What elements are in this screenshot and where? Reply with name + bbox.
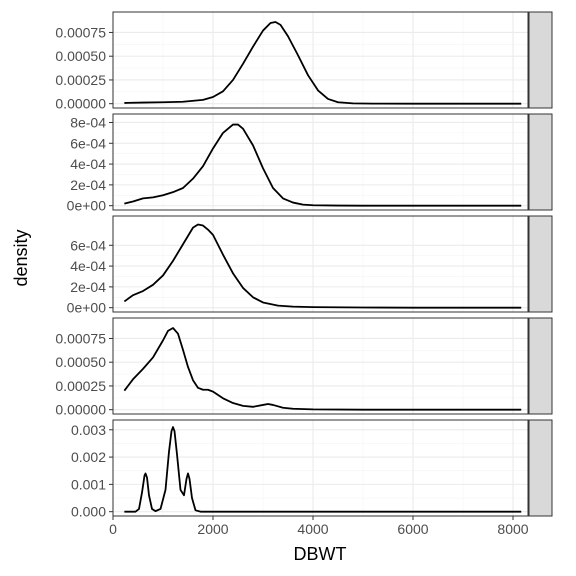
panel-border [112, 11, 529, 109]
panel-border [112, 419, 529, 517]
density-line [124, 426, 522, 513]
density-line [124, 123, 522, 207]
y-tick-label: 0.003 [71, 422, 106, 438]
y-tick-label: 0.00000 [55, 96, 106, 112]
y-tick-label: 6e-04 [70, 237, 106, 253]
y-tick-label: 2e-04 [70, 279, 106, 295]
density-line [123, 327, 522, 411]
facet-strip [528, 215, 553, 313]
facet-strip [528, 113, 553, 211]
density-line [124, 21, 522, 105]
panel-background [113, 216, 528, 312]
x-tick-label: 4000 [297, 521, 328, 537]
panel-border [112, 317, 529, 415]
y-tick-label: 0.001 [71, 476, 106, 492]
y-tick-label: 6e-04 [70, 135, 106, 151]
y-tick-label: 2e-04 [70, 177, 106, 193]
y-tick-label: 0.000 [71, 504, 106, 520]
y-tick-label: 0e+00 [67, 300, 107, 316]
x-tick-label: 8000 [497, 521, 528, 537]
panel-background [113, 420, 528, 516]
density-line [123, 223, 522, 309]
y-tick-label: 4e-04 [70, 156, 106, 172]
x-axis-title: DBWT [294, 544, 347, 564]
y-tick-label: 0.00075 [55, 330, 106, 346]
y-tick-label: 8e-04 [70, 114, 106, 130]
panel-background [113, 114, 528, 210]
y-tick-label: 0.00025 [55, 72, 106, 88]
y-tick-label: 0.00000 [55, 402, 106, 418]
y-tick-label: 0.00050 [55, 354, 106, 370]
y-tick-label: 0.002 [71, 449, 106, 465]
y-tick-label: 0.00075 [55, 24, 106, 40]
facet-strip [528, 419, 553, 517]
facet-strip [528, 317, 553, 415]
y-tick-label: 0.00025 [55, 378, 106, 394]
panel-border [112, 113, 529, 211]
x-tick-label: 2000 [197, 521, 228, 537]
panel-border [112, 215, 529, 313]
x-tick-label: 6000 [397, 521, 428, 537]
y-tick-label: 0.00050 [55, 48, 106, 64]
panel-background [113, 318, 528, 414]
y-tick-label: 0e+00 [67, 198, 107, 214]
y-tick-label: 4e-04 [70, 258, 106, 274]
x-tick-label: 0 [109, 521, 117, 537]
facet-strip [528, 11, 553, 109]
y-axis-title: density [11, 229, 31, 286]
